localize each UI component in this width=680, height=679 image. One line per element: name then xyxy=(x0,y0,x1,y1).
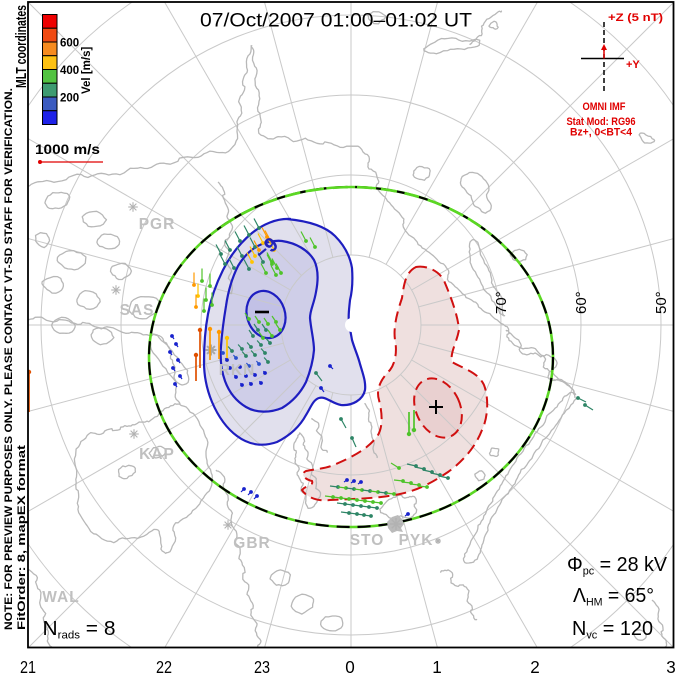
svg-text:22: 22 xyxy=(156,657,172,674)
svg-text:0: 0 xyxy=(345,657,355,674)
svg-text:SAS: SAS xyxy=(120,302,155,319)
svg-text:ΛHM = 65°: ΛHM = 65° xyxy=(573,585,654,609)
svg-text:+Y: +Y xyxy=(626,59,640,71)
svg-text:400: 400 xyxy=(60,65,79,77)
svg-text:50°: 50° xyxy=(653,291,670,314)
svg-text:WAL: WAL xyxy=(42,589,79,606)
svg-text:MLT coordinates: MLT coordinates xyxy=(13,5,30,88)
svg-text:200: 200 xyxy=(60,93,79,105)
svg-text:21: 21 xyxy=(20,657,36,674)
svg-text:Bz+, 0<BT<4: Bz+, 0<BT<4 xyxy=(570,127,633,139)
svg-text:PGR: PGR xyxy=(139,216,176,233)
svg-text:1000 m/s: 1000 m/s xyxy=(35,141,100,157)
svg-text:23: 23 xyxy=(254,657,270,674)
svg-text:Vel [m/s]: Vel [m/s] xyxy=(81,47,93,94)
svg-text:Φpc = 28 kV: Φpc = 28 kV xyxy=(567,554,668,578)
svg-text:Nvc = 120: Nvc = 120 xyxy=(572,618,653,642)
svg-text:+Z (5 nT): +Z (5 nT) xyxy=(608,12,663,24)
svg-text:1: 1 xyxy=(432,657,442,674)
svg-text:GBR: GBR xyxy=(233,535,270,552)
svg-text:NOTE: FOR PREVIEW PURPOSES ONL: NOTE: FOR PREVIEW PURPOSES ONLY. PLEASE … xyxy=(3,88,15,630)
svg-text:STO: STO xyxy=(350,532,385,549)
svg-text:70°: 70° xyxy=(493,291,510,314)
svg-text:PYK: PYK xyxy=(399,532,434,549)
svg-text:OMNI IMF: OMNI IMF xyxy=(583,101,626,113)
svg-text:KAP: KAP xyxy=(139,446,175,463)
svg-text:RKN: RKN xyxy=(219,362,256,379)
svg-text:600: 600 xyxy=(60,38,79,50)
svg-text:3: 3 xyxy=(666,657,676,674)
svg-text:FitOrder: 8, mapEX format: FitOrder: 8, mapEX format xyxy=(16,444,28,630)
svg-text:2: 2 xyxy=(530,657,540,674)
svg-text:07/Oct/2007 01:00–01:02 UT: 07/Oct/2007 01:00–01:02 UT xyxy=(200,10,472,32)
svg-text:60°: 60° xyxy=(573,291,590,314)
